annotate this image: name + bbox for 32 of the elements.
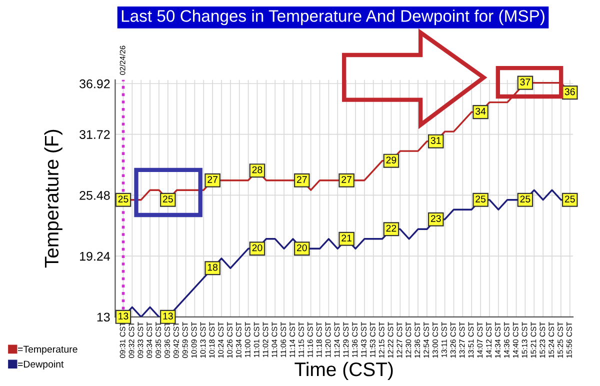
chart-title: Last 50 Changes in Temperature And Dewpoint for (MSP): [122, 10, 544, 26]
y-tick-label: 36.92: [80, 79, 110, 88]
data-label: 31: [430, 137, 441, 144]
data-label: 13: [163, 312, 173, 320]
data-label: 20: [296, 244, 307, 252]
y-tick-label: 13: [97, 312, 110, 322]
data-label: 37: [520, 78, 530, 86]
y-tick-label: 19.24: [80, 252, 110, 261]
data-label: 23: [430, 215, 441, 222]
data-label: 18: [208, 264, 218, 271]
data-label: 29: [386, 156, 396, 164]
data-label: 25: [564, 196, 575, 202]
data-label: 34: [476, 108, 486, 115]
data-label: 22: [386, 224, 396, 232]
x-axis-title: Time (CST): [294, 362, 393, 380]
y-axis-title: Temperature (F): [44, 130, 62, 268]
data-label: 13: [118, 312, 128, 320]
legend-label: =Temperature: [18, 346, 78, 355]
data-label: 25: [476, 196, 486, 202]
data-label: 25: [162, 196, 173, 202]
data-label: 21: [342, 234, 352, 242]
data-label: 25: [520, 196, 530, 202]
data-label: 27: [342, 176, 352, 183]
data-label: 27: [296, 176, 307, 183]
data-label: 27: [208, 176, 218, 183]
y-tick-label: 31.72: [80, 130, 110, 139]
y-tick-label: 25.48: [80, 190, 110, 200]
data-label: 36: [564, 88, 575, 96]
legend-label: =Dewpoint: [18, 360, 64, 370]
data-label: 20: [252, 244, 262, 252]
data-label: 28: [252, 166, 262, 174]
data-label: 25: [118, 196, 128, 202]
